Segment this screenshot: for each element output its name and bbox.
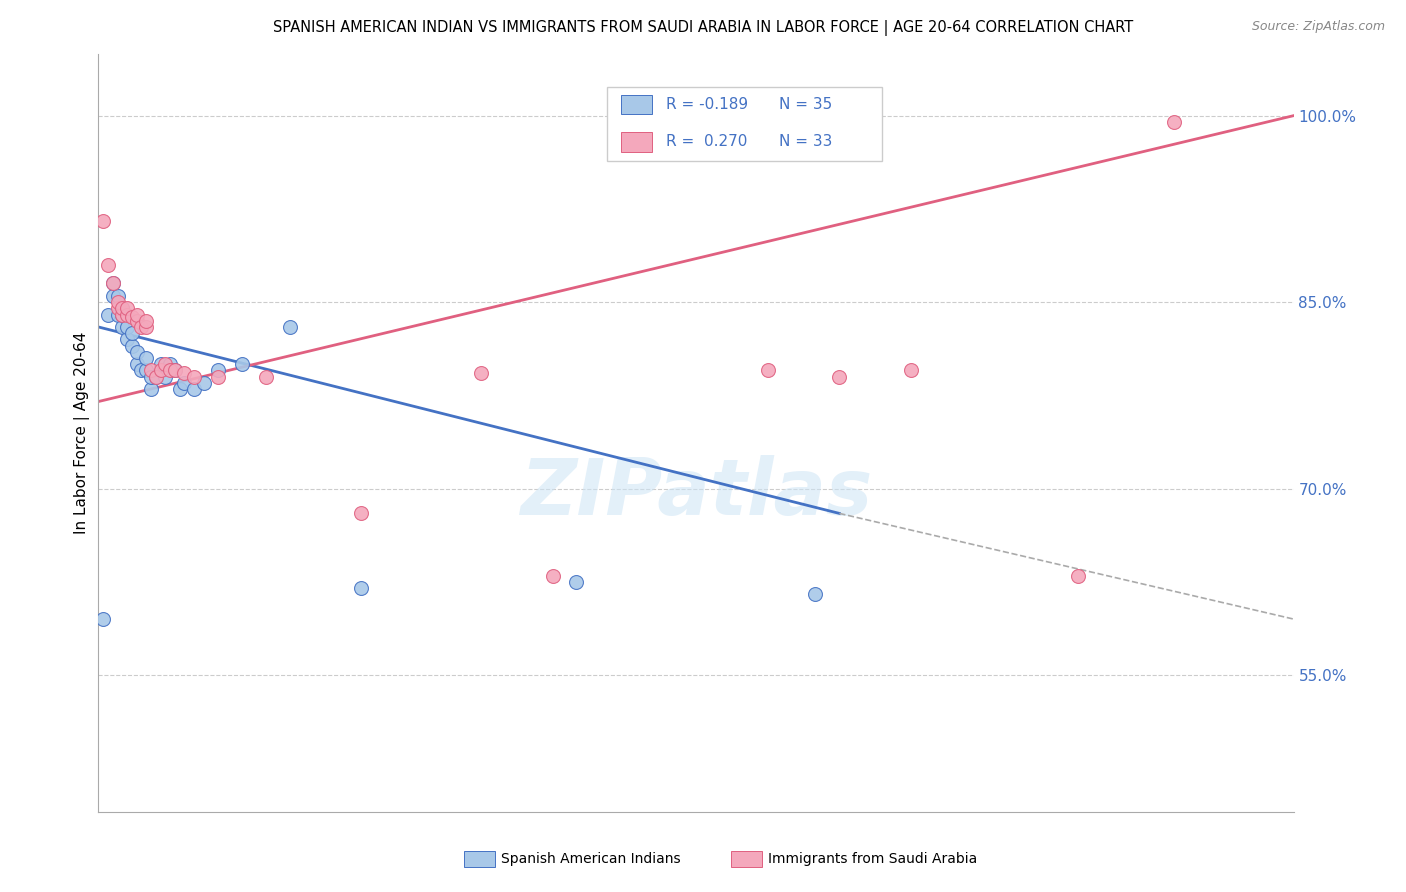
Point <box>121 310 143 324</box>
Point <box>139 382 162 396</box>
Point <box>541 568 564 582</box>
Point <box>900 363 922 377</box>
Point <box>111 308 134 322</box>
Point <box>350 581 373 595</box>
Point <box>101 277 124 291</box>
Y-axis label: In Labor Force | Age 20-64: In Labor Force | Age 20-64 <box>75 332 90 533</box>
Point <box>125 357 148 371</box>
Point <box>97 258 120 272</box>
Point <box>139 369 162 384</box>
Point <box>107 295 129 310</box>
Text: SPANISH AMERICAN INDIAN VS IMMIGRANTS FROM SAUDI ARABIA IN LABOR FORCE | AGE 20-: SPANISH AMERICAN INDIAN VS IMMIGRANTS FR… <box>273 20 1133 36</box>
Point <box>121 338 143 352</box>
Point <box>163 363 186 377</box>
Point <box>470 366 492 380</box>
Point <box>828 369 851 384</box>
Point <box>231 357 253 371</box>
Point <box>149 363 172 377</box>
Text: N = 35: N = 35 <box>779 97 832 112</box>
Point <box>135 314 157 328</box>
Point <box>278 320 301 334</box>
Point <box>125 314 148 328</box>
Point <box>149 357 172 371</box>
Point <box>145 369 167 384</box>
Point <box>173 376 195 390</box>
Point <box>155 357 177 371</box>
Point <box>207 363 229 377</box>
Point <box>135 320 157 334</box>
Text: R =  0.270: R = 0.270 <box>666 135 748 149</box>
Point <box>159 363 181 377</box>
Point <box>107 308 129 322</box>
Point <box>173 366 195 380</box>
Text: Immigrants from Saudi Arabia: Immigrants from Saudi Arabia <box>768 852 977 866</box>
Point <box>125 344 148 359</box>
Point <box>111 320 134 334</box>
Point <box>139 363 162 377</box>
Point <box>101 289 124 303</box>
Point <box>107 289 129 303</box>
Point <box>155 369 177 384</box>
Point <box>159 357 181 371</box>
Point <box>207 369 229 384</box>
Point <box>350 507 373 521</box>
Point <box>91 214 114 228</box>
Point <box>254 369 277 384</box>
Point <box>804 587 827 601</box>
Point <box>131 363 153 377</box>
Point <box>193 376 215 390</box>
Point <box>169 382 191 396</box>
Text: Source: ZipAtlas.com: Source: ZipAtlas.com <box>1251 20 1385 33</box>
Point <box>135 351 157 365</box>
Text: N = 33: N = 33 <box>779 135 832 149</box>
Point <box>1163 115 1185 129</box>
Point <box>91 612 114 626</box>
Point <box>107 301 129 316</box>
Point <box>115 332 138 346</box>
Point <box>125 308 148 322</box>
Point <box>183 382 205 396</box>
Point <box>1067 568 1090 582</box>
Point <box>121 326 143 341</box>
Point <box>115 301 138 316</box>
Point <box>756 363 779 377</box>
Point <box>111 308 134 322</box>
Point <box>145 369 167 384</box>
Point <box>115 308 138 322</box>
Point <box>97 308 120 322</box>
Point <box>565 574 588 589</box>
Point <box>111 301 134 316</box>
Text: ZIPatlas: ZIPatlas <box>520 455 872 532</box>
Point <box>163 363 186 377</box>
Point <box>183 369 205 384</box>
Point <box>115 320 138 334</box>
Point <box>111 301 134 316</box>
Point <box>131 320 153 334</box>
Point <box>101 277 124 291</box>
Point <box>135 363 157 377</box>
Text: R = -0.189: R = -0.189 <box>666 97 748 112</box>
Text: Spanish American Indians: Spanish American Indians <box>501 852 681 866</box>
